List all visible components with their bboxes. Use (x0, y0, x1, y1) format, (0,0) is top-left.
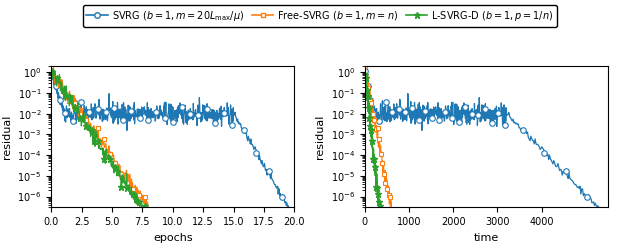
Y-axis label: residual: residual (316, 114, 325, 159)
X-axis label: time: time (474, 233, 499, 243)
X-axis label: epochs: epochs (153, 233, 193, 243)
Legend: SVRG ($b = 1, m = 20L_{\rm max}/\mu$), Free-SVRG ($b = 1, m = n$), L-SVRG-D ($b : SVRG ($b = 1, m = 20L_{\rm max}/\mu$), F… (83, 5, 557, 27)
Y-axis label: residual: residual (2, 114, 12, 159)
